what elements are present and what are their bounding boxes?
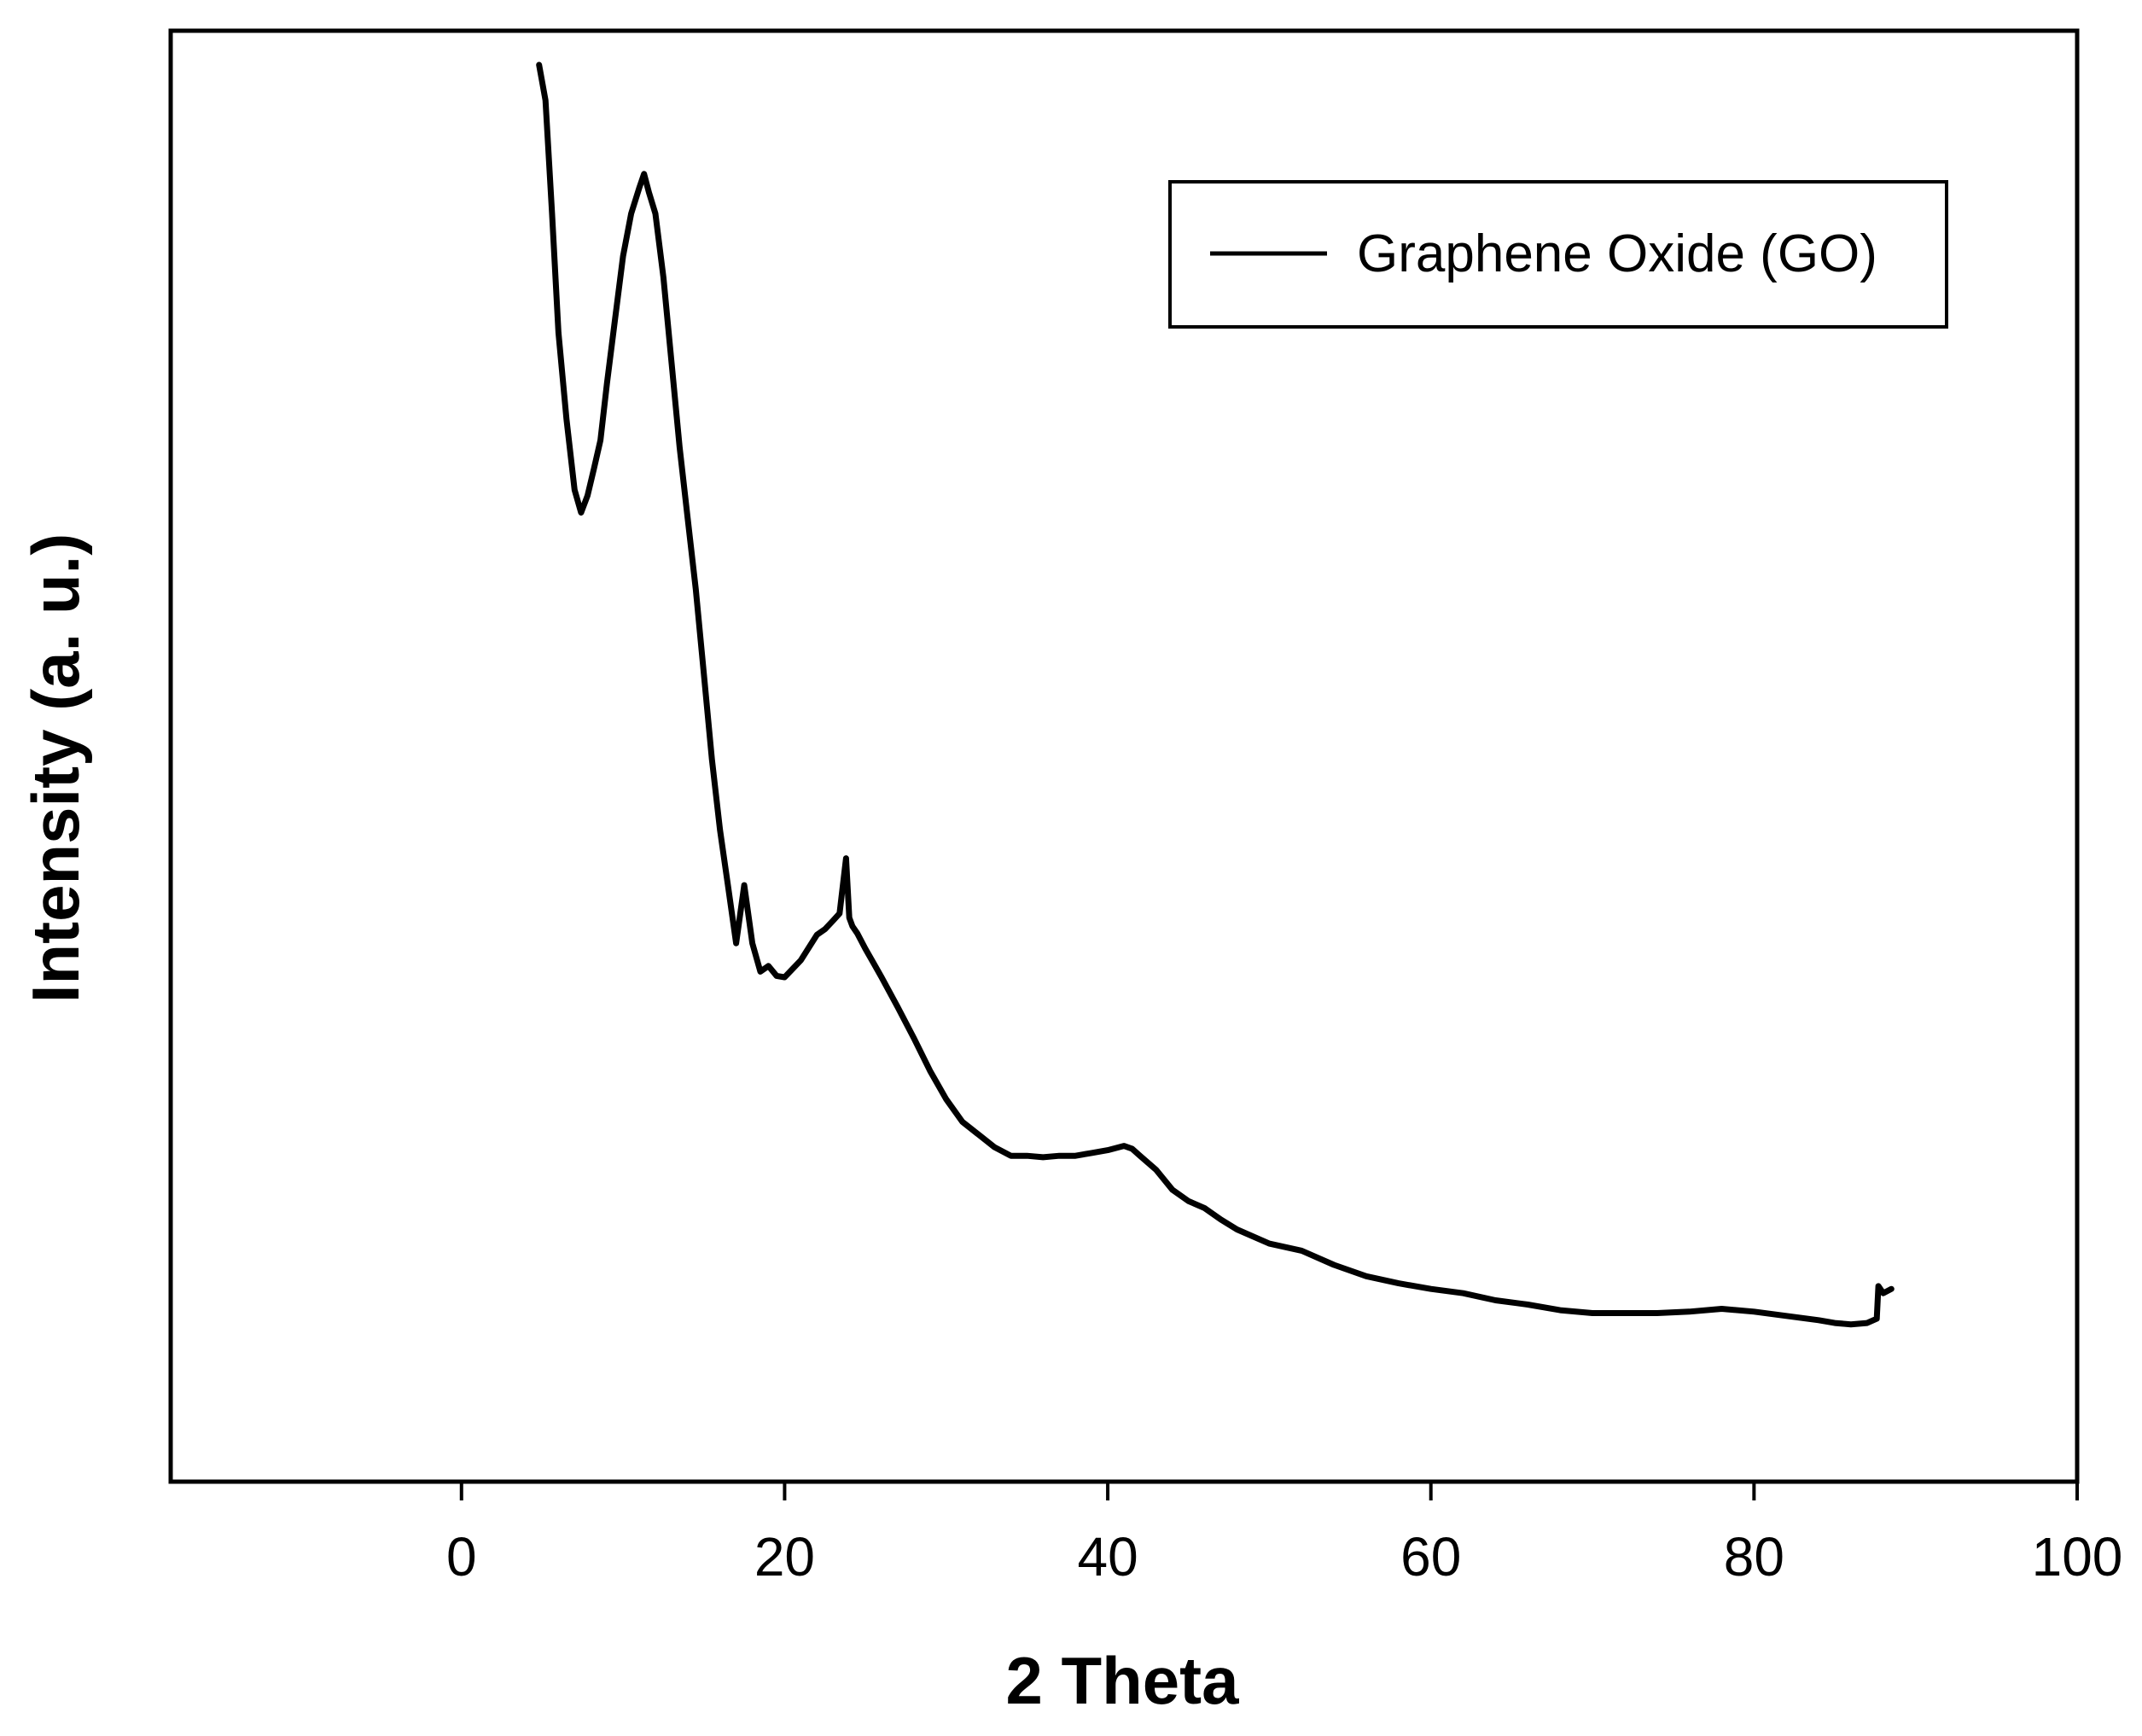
x-tick-label: 40	[1077, 1526, 1138, 1587]
legend: Graphene Oxide (GO)	[1168, 180, 1948, 329]
x-tick-label: 0	[446, 1526, 477, 1587]
x-axis-title: 2 Theta	[1005, 1643, 1239, 1718]
x-tick-label: 100	[2032, 1526, 2123, 1587]
x-axis-ticks	[459, 1482, 2079, 1500]
x-tick-label: 80	[1724, 1526, 1784, 1587]
legend-label: Graphene Oxide (GO)	[1357, 224, 1877, 283]
plot-frame	[168, 28, 2080, 1484]
x-axis-tick-labels: 0 20 40 60 80 100	[446, 1526, 2122, 1587]
y-axis-title: Intensity (a. u.)	[18, 533, 93, 1003]
series-line-graphene-oxide	[536, 61, 1895, 1328]
x-tick-label: 60	[1400, 1526, 1461, 1587]
x-tick-label: 20	[754, 1526, 815, 1587]
